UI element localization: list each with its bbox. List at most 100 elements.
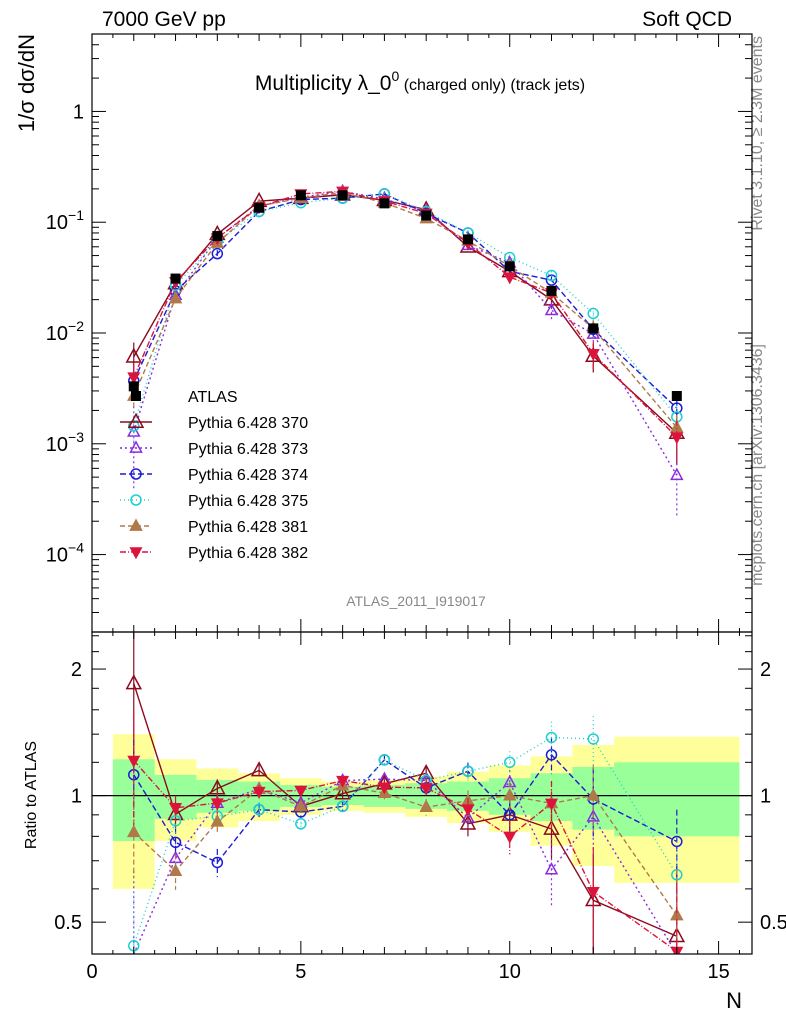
ratio-point (419, 783, 433, 796)
y-tick-base: 1 (73, 101, 84, 123)
ratio-tick-label-right: 1 (760, 786, 771, 808)
y-tick-base: 10 (46, 545, 68, 567)
atlas-point (671, 390, 682, 401)
ratio-point (210, 798, 224, 811)
data-point (671, 402, 683, 414)
header-left-label: 7000 GeV pp (102, 8, 226, 31)
ratio-point (168, 863, 183, 876)
y-tick-label: 10−1 (46, 207, 84, 234)
ratio-band-inner (614, 762, 740, 837)
ratio-point (377, 782, 391, 795)
atlas-point (462, 234, 473, 245)
ratio-point (587, 733, 600, 745)
ratio-point (462, 765, 474, 777)
legend-label: Pythia 6.428 381 (188, 519, 308, 536)
legend-entry-4: Pythia 6.428 374 (120, 467, 308, 484)
ratio-point (127, 755, 141, 768)
legend-marker (129, 440, 143, 453)
legend-marker (129, 547, 143, 560)
ratio-tick-label-right: 0.5 (760, 912, 786, 934)
ratio-point (503, 756, 516, 769)
y-tick-base: 10 (46, 212, 68, 234)
y-tick-label: 10−3 (46, 429, 84, 456)
legend-marker (129, 518, 143, 531)
data-point (168, 290, 183, 304)
ratio-point (545, 731, 558, 744)
y-axis-label: 1/σ dσ/dN (14, 34, 39, 132)
ratio-point (586, 886, 600, 899)
ratio-point (461, 804, 475, 817)
legend-entry-2: Pythia 6.428 370 (120, 412, 308, 432)
ratio-point (544, 798, 559, 811)
atlas-point (588, 323, 599, 334)
legend-marker (131, 391, 141, 401)
ratio-frame (91, 631, 753, 955)
legend-label: Pythia 6.428 370 (188, 415, 308, 432)
y-tick-label: 1 (73, 101, 84, 123)
data-point (545, 269, 558, 282)
chart-title-sup: 0 (391, 68, 399, 84)
ratio-point (543, 819, 560, 835)
y-tick-exponent: −3 (68, 429, 84, 445)
ratio-series-6 (127, 712, 684, 954)
atlas-point (170, 273, 181, 284)
legend-entry-1: ATLAS (131, 389, 238, 406)
ratio-point (210, 814, 225, 827)
data-point (587, 307, 600, 320)
atlas-point (212, 231, 223, 242)
analysis-label: ATLAS_2011_I919017 (346, 593, 486, 609)
ratio-series-line (133, 753, 678, 864)
ratio-point (169, 815, 182, 827)
y-tick-label: 10−2 (46, 318, 84, 345)
legend-marker (130, 494, 142, 506)
atlas-point (295, 190, 306, 201)
ratio-point (586, 809, 601, 822)
atlas-point (254, 202, 265, 213)
ratio-point (544, 862, 559, 875)
ratio-point (336, 775, 350, 788)
data-point (670, 467, 684, 481)
legend-entry-6: Pythia 6.428 381 (120, 518, 308, 536)
chart-title-main: Multiplicity λ_0 (255, 72, 392, 95)
data-point (125, 347, 143, 363)
ratio-point (502, 787, 517, 801)
ratio-point (211, 856, 224, 869)
atlas-point (128, 381, 139, 392)
ratio-series-layer (125, 632, 686, 954)
ratio-point (503, 831, 517, 844)
ratio-point (671, 835, 683, 848)
y-tick-exponent: −4 (68, 540, 84, 556)
ratio-point (295, 818, 307, 830)
atlas-point (337, 190, 348, 201)
y-tick-base: 10 (46, 323, 68, 345)
header-right-label: Soft QCD (642, 8, 732, 31)
ratio-series-line (133, 736, 678, 946)
atlas-point (546, 285, 557, 296)
ratio-point (253, 803, 265, 816)
data-point (545, 274, 558, 286)
ratio-point (294, 785, 308, 798)
x-tick-label: 10 (499, 961, 521, 983)
x-axis-label: N (726, 988, 742, 1013)
data-point (128, 420, 140, 432)
atlas-point (421, 210, 432, 221)
atlas-point (379, 198, 390, 209)
y-tick-base: 10 (46, 434, 68, 456)
ratio-point (586, 787, 601, 801)
ratio-y-axis-label: Ratio to ATLAS (23, 741, 40, 849)
ratio-point (378, 754, 391, 766)
ratio-series-5 (127, 765, 684, 954)
ratio-point (503, 809, 516, 821)
ratio-point (250, 761, 268, 777)
data-point (211, 247, 224, 260)
rivet-label: Rivet 3.1.10, ≥ 2.3M events (749, 36, 766, 231)
ratio-point (169, 836, 182, 849)
legend-entry-5: Pythia 6.428 375 (120, 493, 308, 510)
data-point (544, 302, 559, 316)
legend-marker (127, 412, 145, 428)
atlas-point (504, 261, 515, 272)
x-tick-label: 5 (295, 961, 306, 983)
ratio-point (334, 784, 351, 800)
x-tick-label: 0 (86, 961, 97, 983)
